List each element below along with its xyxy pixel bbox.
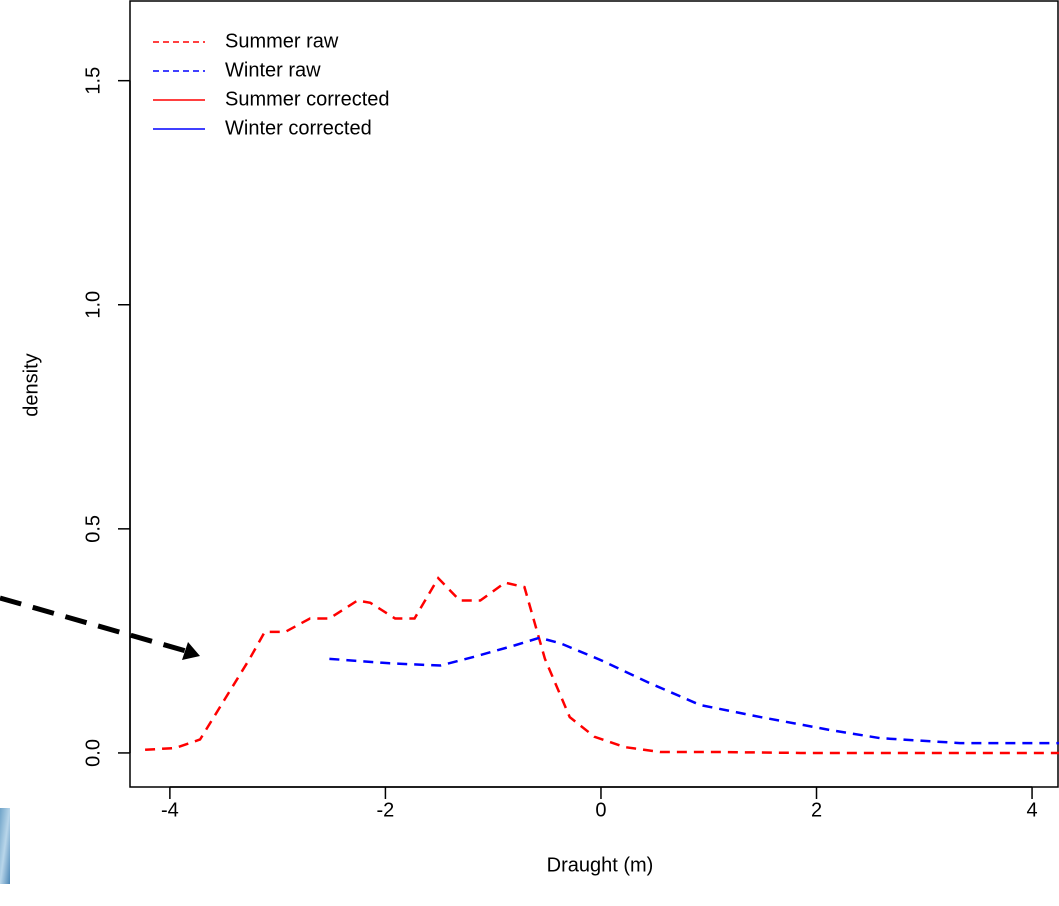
annotation-arrow [0, 595, 187, 654]
series-line [145, 576, 1059, 755]
legend-label: Summer corrected [225, 88, 390, 110]
y-tick-label: 1.5 [82, 67, 104, 95]
series-line [329, 636, 1059, 745]
image-fragment [0, 808, 10, 884]
legend-label: Winter raw [225, 59, 321, 81]
legend-label: Winter corrected [225, 117, 372, 139]
y-tick-label: 0.0 [82, 739, 104, 767]
x-tick-label: 0 [595, 799, 606, 821]
x-axis-label: Draught (m) [547, 854, 654, 876]
x-tick-label: 2 [811, 799, 822, 821]
y-axis-label: density [20, 353, 42, 416]
legend-label: Summer raw [225, 30, 339, 52]
y-tick-label: 0.5 [82, 515, 104, 543]
x-tick-label: 4 [1026, 799, 1037, 821]
x-tick-label: -2 [377, 799, 395, 821]
y-tick-label: 1.0 [82, 291, 104, 319]
x-tick-label: -4 [161, 799, 179, 821]
arrow-head [182, 642, 200, 660]
